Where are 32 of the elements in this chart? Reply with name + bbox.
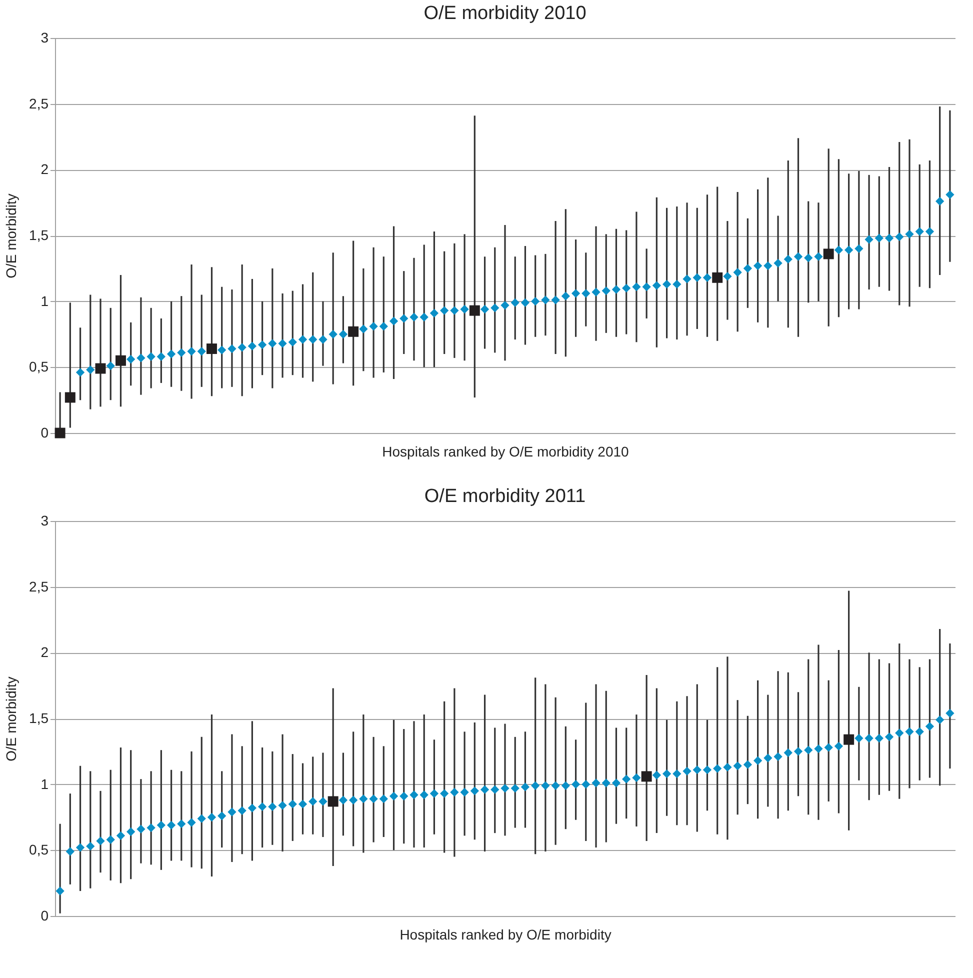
- point: [328, 796, 338, 807]
- point: [54, 428, 66, 438]
- y-tick-label: 3: [40, 512, 49, 528]
- y-tick-label: 1: [40, 776, 49, 792]
- point: [641, 771, 652, 782]
- y-tick-label: 0: [40, 424, 49, 440]
- y-tick-label: 2: [40, 644, 49, 660]
- point: [823, 248, 834, 260]
- y-tick-label: 1,5: [29, 227, 49, 243]
- x-axis-title: Hospitals ranked by O/E morbidity: [400, 926, 612, 942]
- chart-title: O/E morbidity 2011: [424, 486, 586, 507]
- y-tick-label: 2: [40, 161, 49, 178]
- point: [348, 326, 359, 337]
- y-tick-label: 3: [40, 30, 49, 46]
- y-tick-label: 2,5: [29, 578, 49, 594]
- point: [712, 272, 723, 283]
- y-axis-title: O/E morbidity: [3, 676, 20, 762]
- chart-title: O/E morbidity 2010: [424, 3, 586, 24]
- point: [95, 363, 106, 374]
- x-axis-title: Hospitals ranked by O/E morbidity 2010: [382, 444, 630, 460]
- point: [206, 343, 217, 354]
- y-tick-label: 0: [40, 908, 49, 924]
- y-tick-label: 0,5: [29, 358, 49, 375]
- y-axis-title: O/E morbidity: [3, 194, 20, 278]
- y-tick-label: 1,5: [29, 710, 49, 726]
- point: [64, 392, 76, 403]
- point: [844, 734, 854, 745]
- y-tick-label: 0,5: [29, 842, 49, 858]
- point: [115, 355, 126, 366]
- y-tick-label: 2,5: [29, 95, 49, 112]
- point: [469, 305, 480, 316]
- y-tick-label: 1: [40, 292, 49, 309]
